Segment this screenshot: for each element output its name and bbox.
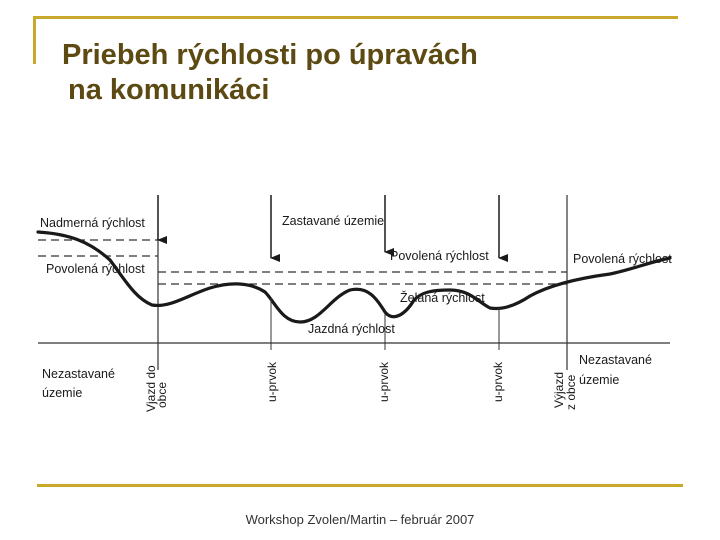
label-non-built-right-1: Nezastavané [579,353,652,367]
label-exit-2: z obce [564,374,578,410]
label-uprvok-3: u-prvok [491,361,505,402]
label-uprvok-2: u-prvok [377,361,391,402]
label-non-built-right-2: územie [579,373,619,387]
frame-left-rule [33,16,36,64]
title-line-1: Priebeh rýchlosti po úpravách [62,39,478,71]
footer-rule [37,484,683,487]
label-built-up-area: Zastavané územie [282,214,384,228]
label-non-built-left-1: Nezastavané [42,367,115,381]
label-exit-1: Výjazd [552,372,566,408]
slide-footer: Workshop Zvolen/Martin – február 2007 [245,512,475,527]
label-uprvok-1: u-prvok [265,361,279,402]
label-entry-2: obce [155,382,169,408]
speed-profile-diagram: Nadmerná rýchlost Povolená rýchlost Zast… [36,195,672,412]
slide-title: Priebeh rýchlosti po úpravách na komunik… [62,38,478,108]
label-entry-1: Vjazd do [144,365,158,412]
label-driving-speed: Jazdná rýchlost [308,322,395,336]
label-permitted-speed-right: Povolená rýchlost [573,252,672,266]
label-excessive-speed: Nadmerná rýchlost [40,216,145,230]
label-permitted-speed-left: Povolená rýchlost [46,262,145,276]
label-permitted-speed-mid: Povolená rýchlost [390,249,489,263]
frame-top-rule [33,16,678,19]
label-desired-speed: Želaná rýchlost [400,290,485,305]
label-non-built-left-2: územie [42,386,82,400]
driving-speed-curve [36,230,672,324]
title-line-2: na komunikáci [68,74,270,106]
